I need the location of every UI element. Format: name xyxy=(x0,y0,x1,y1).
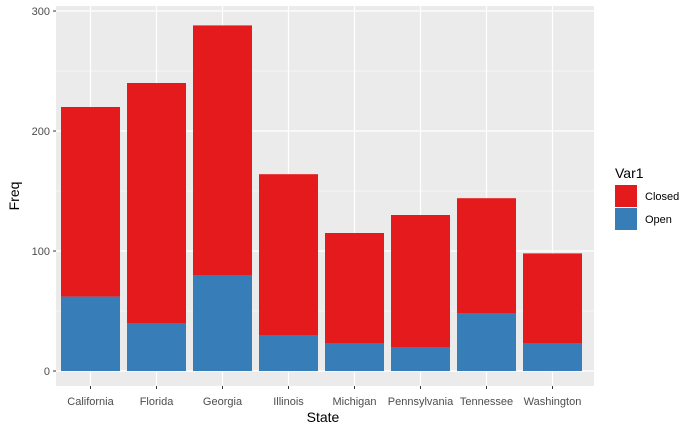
y-tick-label: 300 xyxy=(32,6,50,18)
y-tick-label: 200 xyxy=(32,126,50,138)
bars xyxy=(61,25,582,371)
bar-closed-tennessee xyxy=(457,198,516,314)
bar-closed-pennsylvania xyxy=(391,215,450,347)
legend-title: Var1 xyxy=(615,165,644,181)
x-tick-label: Pennsylvania xyxy=(388,396,454,408)
bar-closed-florida xyxy=(127,83,186,323)
bar-closed-california xyxy=(61,107,120,297)
bar-open-michigan xyxy=(325,343,384,371)
bar-closed-georgia xyxy=(193,25,252,276)
bar-open-pennsylvania xyxy=(391,347,450,371)
x-tick-label: California xyxy=(67,396,114,408)
y-axis: 0 100 200 300 xyxy=(32,6,56,378)
y-tick-label: 100 xyxy=(32,246,50,258)
bar-open-florida xyxy=(127,323,186,371)
x-tick-label: Illinois xyxy=(273,396,304,408)
bar-open-georgia xyxy=(193,275,252,371)
x-tick-label: Florida xyxy=(140,396,175,408)
y-tick-label: 0 xyxy=(44,366,50,378)
x-axis-title: State xyxy=(307,409,340,425)
x-tick-label: Michigan xyxy=(332,396,376,408)
y-axis-title: Freq xyxy=(6,182,22,211)
legend-swatch-open xyxy=(615,208,637,230)
bar-open-illinois xyxy=(259,335,318,371)
legend: Var1 Closed Open xyxy=(615,165,679,230)
legend-label-closed: Closed xyxy=(645,191,679,203)
x-tick-label: Washington xyxy=(524,396,582,408)
x-tick-label: Tennessee xyxy=(460,396,513,408)
bar-closed-michigan xyxy=(325,233,384,344)
legend-swatch-closed xyxy=(615,185,637,207)
legend-label-open: Open xyxy=(645,214,672,226)
bar-closed-washington xyxy=(523,253,582,344)
bar-closed-illinois xyxy=(259,174,318,335)
x-tick-label: Georgia xyxy=(203,396,243,408)
bar-open-california xyxy=(61,296,120,371)
x-axis: California Florida Georgia Illinois Michigan… xyxy=(67,386,581,408)
bar-open-tennessee xyxy=(457,313,516,371)
bar-open-washington xyxy=(523,343,582,371)
